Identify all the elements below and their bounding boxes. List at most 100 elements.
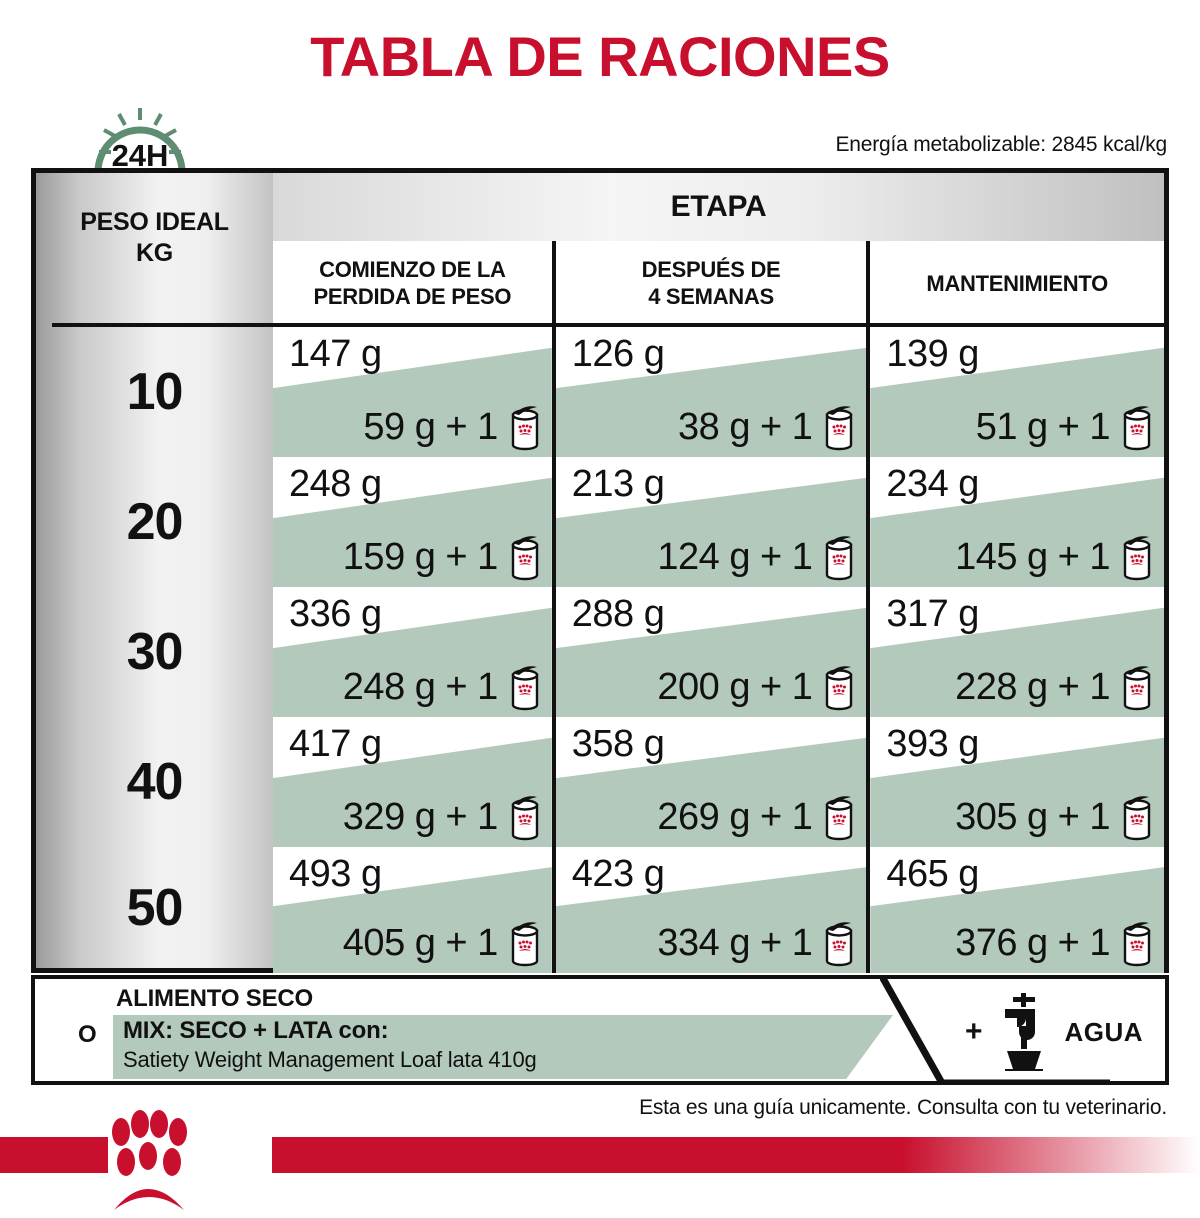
column-header-weight-loss-start: COMIENZO DE LA PERDIDA DE PESO bbox=[273, 241, 552, 327]
can-count: 1 bbox=[477, 921, 498, 964]
dry-amount: 493 g bbox=[289, 853, 382, 895]
weight-cell: 10 bbox=[126, 363, 184, 421]
dry-amount: 139 g bbox=[886, 333, 979, 375]
disclaimer-text: Esta es una guía unicamente. Consulta co… bbox=[639, 1096, 1167, 1119]
mix-amount: 145 g bbox=[955, 535, 1048, 578]
dry-amount: 288 g bbox=[571, 593, 665, 635]
mix-amount-group: 305 g + 1 bbox=[955, 793, 1154, 841]
column-header-maintenance: MANTENIMIENTO bbox=[866, 241, 1164, 327]
dry-amount: 126 g bbox=[571, 333, 665, 375]
mix-amount: 159 g bbox=[342, 535, 436, 578]
dry-amount: 317 g bbox=[886, 593, 979, 635]
table-row: 248 g 159 g + 1 bbox=[273, 457, 552, 587]
table-row: 213 g 124 g + 1 bbox=[555, 457, 867, 587]
mix-amount: 59 g bbox=[363, 405, 436, 448]
legend-diagonal-divider bbox=[880, 979, 1110, 1081]
can-count: 1 bbox=[477, 405, 498, 448]
table-row: 288 g 200 g + 1 bbox=[555, 587, 867, 717]
table-row: 417 g 329 g + 1 bbox=[273, 717, 552, 847]
water-label: AGUA bbox=[1064, 1016, 1144, 1047]
data-column-weight-loss-start: 147 g 59 g + 1 248 g 159 g + 1 bbox=[273, 327, 552, 973]
plus-sign: + bbox=[445, 665, 468, 708]
mix-amount-group: 51 g + 1 bbox=[976, 403, 1154, 451]
mix-amount-group: 159 g + 1 bbox=[343, 533, 542, 581]
can-icon bbox=[826, 796, 853, 841]
rations-grid: 147 g 59 g + 1 248 g 159 g + 1 bbox=[273, 327, 1164, 973]
can-count: 1 bbox=[791, 535, 813, 578]
mix-amount: 329 g bbox=[342, 795, 436, 838]
can-count: 1 bbox=[1089, 405, 1110, 448]
ideal-weight-header-line2: KG bbox=[136, 239, 173, 268]
can-icon bbox=[826, 536, 853, 581]
mix-amount-group: 59 g + 1 bbox=[363, 403, 541, 451]
dry-amount: 336 g bbox=[289, 593, 382, 635]
can-icon bbox=[1123, 666, 1151, 711]
plus-sign: + bbox=[1057, 535, 1080, 578]
royal-canin-paw-logo bbox=[112, 1110, 187, 1210]
stage-subheaders: COMIENZO DE LA PERDIDA DE PESO DESPUÉS D… bbox=[273, 241, 1164, 327]
col1-line1: DESPUÉS DE bbox=[641, 257, 781, 283]
can-count: 1 bbox=[791, 921, 813, 964]
brand-bar bbox=[0, 1137, 1200, 1173]
mix-amount-group: 405 g + 1 bbox=[343, 919, 542, 967]
brand-bar-right bbox=[272, 1137, 1200, 1173]
can-icon bbox=[826, 922, 853, 967]
mix-amount-group: 376 g + 1 bbox=[955, 919, 1154, 967]
table-row: 234 g 145 g + 1 bbox=[870, 457, 1164, 587]
weight-value-list: 10 20 30 40 50 bbox=[36, 327, 273, 969]
can-icon bbox=[1123, 922, 1151, 967]
mix-amount: 38 g bbox=[678, 405, 750, 448]
metabolizable-energy-label: Energía metabolizable: 2845 kcal/kg bbox=[835, 133, 1167, 156]
weight-cell: 30 bbox=[126, 623, 184, 681]
can-count: 1 bbox=[791, 405, 813, 448]
mix-amount: 51 g bbox=[975, 405, 1048, 448]
can-icon bbox=[511, 922, 538, 967]
table-row: 126 g 38 g + 1 bbox=[555, 327, 867, 457]
mix-amount-group: 124 g + 1 bbox=[657, 533, 856, 581]
dry-amount: 147 g bbox=[289, 333, 382, 375]
can-icon bbox=[511, 406, 538, 451]
data-column-after-4-weeks: 126 g 38 g + 1 213 g 124 g + 1 bbox=[551, 327, 867, 973]
can-count: 1 bbox=[477, 535, 498, 578]
weight-header-divider bbox=[52, 323, 273, 327]
can-count: 1 bbox=[477, 665, 498, 708]
col2-line1: MANTENIMIENTO bbox=[926, 270, 1108, 296]
plus-sign: + bbox=[759, 921, 782, 964]
plus-sign: + bbox=[1057, 921, 1080, 964]
can-icon bbox=[826, 406, 853, 451]
can-icon bbox=[1123, 406, 1151, 451]
mix-amount-group: 248 g + 1 bbox=[343, 663, 542, 711]
table-row: 317 g 228 g + 1 bbox=[870, 587, 1164, 717]
ideal-weight-header: PESO IDEAL KG bbox=[36, 207, 273, 270]
can-count: 1 bbox=[1089, 665, 1110, 708]
dry-amount: 248 g bbox=[289, 463, 382, 505]
mix-amount: 334 g bbox=[657, 921, 750, 964]
mix-amount-group: 269 g + 1 bbox=[657, 793, 856, 841]
table-row: 147 g 59 g + 1 bbox=[273, 327, 552, 457]
dry-amount: 234 g bbox=[886, 463, 979, 505]
mix-legend-band bbox=[113, 1015, 893, 1079]
mix-amount-group: 228 g + 1 bbox=[955, 663, 1154, 711]
table-row: 358 g 269 g + 1 bbox=[555, 717, 867, 847]
can-icon bbox=[1123, 536, 1151, 581]
page-title: TABLA DE RACIONES bbox=[310, 25, 890, 88]
can-icon bbox=[826, 666, 853, 711]
plus-sign: + bbox=[759, 665, 782, 708]
mix-amount-group: 334 g + 1 bbox=[657, 919, 856, 967]
ideal-weight-header-line1: PESO IDEAL bbox=[80, 208, 229, 236]
svg-text:24H: 24H bbox=[112, 138, 169, 172]
plus-sign: + bbox=[445, 921, 468, 964]
plus-sign: + bbox=[1057, 405, 1080, 448]
can-count: 1 bbox=[1089, 795, 1110, 838]
table-row: 393 g 305 g + 1 bbox=[870, 717, 1164, 847]
mix-amount: 124 g bbox=[657, 535, 750, 578]
weight-cell: 50 bbox=[126, 879, 184, 937]
legend-mix-product: Satiety Weight Management Loaf lata 410g bbox=[123, 1047, 537, 1072]
brand-bar-left bbox=[0, 1137, 108, 1173]
dry-amount: 465 g bbox=[886, 853, 979, 895]
dry-amount: 423 g bbox=[571, 853, 665, 895]
mix-amount-group: 200 g + 1 bbox=[657, 663, 856, 711]
plus-sign: + bbox=[1057, 665, 1080, 708]
can-icon bbox=[511, 796, 538, 841]
mix-amount: 200 g bbox=[657, 665, 750, 708]
